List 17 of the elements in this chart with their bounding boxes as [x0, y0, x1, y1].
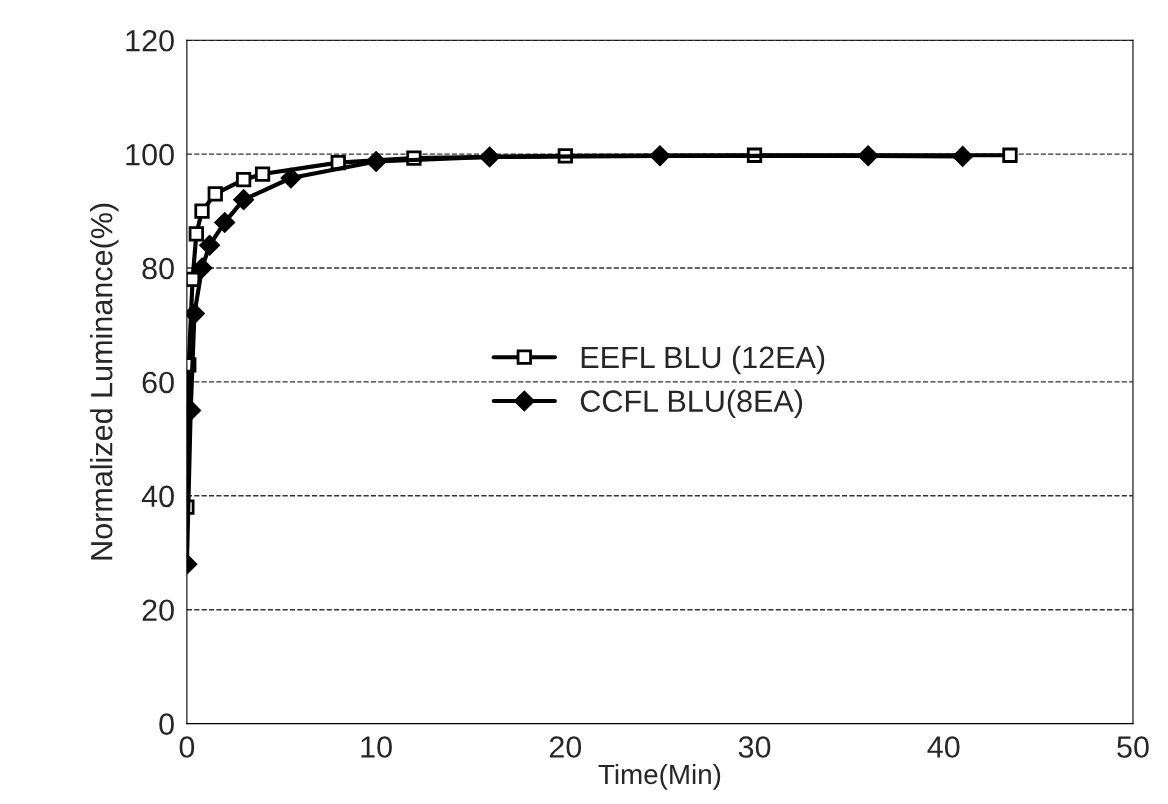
x-axis-title: Time(Min)	[598, 763, 721, 790]
x-tick-label: 20	[549, 736, 582, 758]
y-tick-label: 20	[142, 599, 174, 622]
y-tick-label: 40	[141, 485, 174, 508]
y-tick-label: 80	[142, 257, 174, 280]
x-tick-label: 40	[927, 736, 960, 758]
x-tick-label: 10	[361, 736, 392, 758]
x-tick-label: 30	[738, 736, 771, 758]
y-tick-label: 120	[126, 29, 174, 52]
y-tick-label: 60	[142, 371, 174, 394]
y-tick-label: 100	[126, 143, 174, 166]
x-tick-label: 0	[179, 736, 195, 758]
y-tick-label: 0	[159, 713, 174, 735]
legend-label: CCFL BLU(8EA)	[580, 389, 803, 419]
legend-label: EEFL BLU (12EA)	[581, 345, 825, 375]
x-tick-label: 50	[1117, 736, 1149, 758]
y-axis-title: Normalized Luminance(%)	[90, 203, 119, 560]
